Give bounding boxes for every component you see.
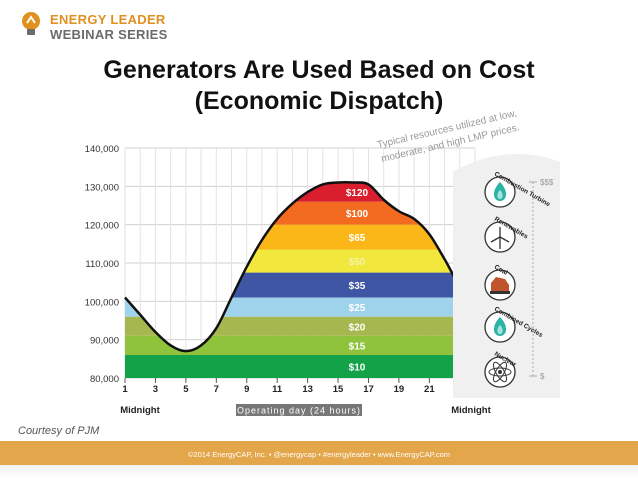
wind-turbine-icon xyxy=(490,227,510,249)
logo-line-1: ENERGY LEADER xyxy=(50,12,166,27)
price-scale-high: $$$ xyxy=(540,178,554,187)
atom-icon xyxy=(488,361,512,383)
band-label: $100 xyxy=(346,209,369,220)
y-tick-label: 140,000 xyxy=(85,144,119,155)
flame-core xyxy=(497,325,503,334)
band-label: $35 xyxy=(349,281,366,292)
coal-icon xyxy=(490,277,510,294)
x-tick-label: 15 xyxy=(333,384,344,395)
x-tick-label: 9 xyxy=(244,384,249,395)
y-tick-label: 100,000 xyxy=(85,297,119,308)
x-tick-label: 19 xyxy=(394,384,405,395)
lightbulb-icon xyxy=(22,12,40,35)
cost-band xyxy=(125,224,475,250)
coal-shape xyxy=(491,277,509,291)
source-credit: Courtesy of PJM xyxy=(18,425,100,437)
x-tick-label: 13 xyxy=(302,384,313,395)
y-tick-label: 90,000 xyxy=(90,336,119,347)
x-axis-ticks: 1357911131517192123MidnightMidnightOpera… xyxy=(120,378,492,416)
flame-icon xyxy=(493,182,507,201)
x-tick-label: 5 xyxy=(183,384,189,395)
x-end-label: Midnight xyxy=(451,405,491,416)
turbine-blade xyxy=(499,236,510,243)
x-start-label: Midnight xyxy=(120,405,160,416)
cost-band xyxy=(125,249,475,273)
resource-legend: Typical resources utilized at low,modera… xyxy=(376,108,560,398)
title-line-2: (Economic Dispatch) xyxy=(194,87,444,115)
price-scale-low: $ xyxy=(540,372,545,381)
y-tick-label: 110,000 xyxy=(85,259,119,270)
x-tick-label: 1 xyxy=(122,384,128,395)
band-label: $120 xyxy=(346,188,369,199)
footer-shadow xyxy=(0,465,638,479)
y-axis-ticks: 80,000 90,000 100,000 110,000 120,000 130,000… xyxy=(85,144,119,385)
brand-logo: ENERGY LEADER WEBINAR SERIES xyxy=(20,10,170,44)
coal-cart xyxy=(490,291,510,294)
x-axis-title-box xyxy=(236,404,362,416)
band-labels: $10 $15 $20 $25 $35 $50 $65 $100 $120 xyxy=(346,188,369,373)
dispatch-chart: 80,000 90,000 100,000 110,000 120,000 130,000… xyxy=(85,108,560,416)
cost-band xyxy=(125,201,475,225)
x-tick-label: 11 xyxy=(272,384,283,395)
band-label: $15 xyxy=(349,341,366,352)
x-tick-label: 21 xyxy=(424,384,435,395)
band-label: $65 xyxy=(349,233,366,244)
cost-band xyxy=(125,316,475,336)
footer-text: ©2014 EnergyCAP, Inc. • @energycap • #en… xyxy=(187,450,451,459)
cost-band xyxy=(125,355,475,378)
x-axis-title: Operating day (24 hours) xyxy=(237,406,361,416)
flame-core xyxy=(497,190,503,199)
load-curve xyxy=(124,181,476,353)
flame-icon xyxy=(493,317,507,336)
footer-bar xyxy=(0,441,638,465)
atom-nucleus xyxy=(498,370,502,374)
x-tick-label: 3 xyxy=(153,384,158,395)
turbine-blade xyxy=(490,236,501,243)
cost-band xyxy=(125,272,475,298)
atom-orbit xyxy=(493,361,507,383)
logo-line-2: WEBINAR SERIES xyxy=(50,27,168,42)
y-tick-label: 120,000 xyxy=(85,221,119,232)
x-tick-label: 17 xyxy=(363,384,374,395)
x-tick-label: 7 xyxy=(214,384,219,395)
band-label: $25 xyxy=(349,303,366,314)
title-line-1: Generators Are Used Based on Cost xyxy=(103,56,535,84)
cost-band xyxy=(125,335,475,355)
atom-orbit xyxy=(493,361,507,383)
cost-band xyxy=(125,297,475,317)
atom-orbit xyxy=(488,367,512,377)
y-tick-label: 80,000 xyxy=(90,374,119,385)
band-label: $20 xyxy=(349,322,366,333)
slide-title: Generators Are Used Based on Cost (Econo… xyxy=(0,55,638,117)
y-tick-label: 130,000 xyxy=(85,182,119,193)
band-label: $50 xyxy=(349,257,366,268)
band-label: $10 xyxy=(349,363,366,374)
